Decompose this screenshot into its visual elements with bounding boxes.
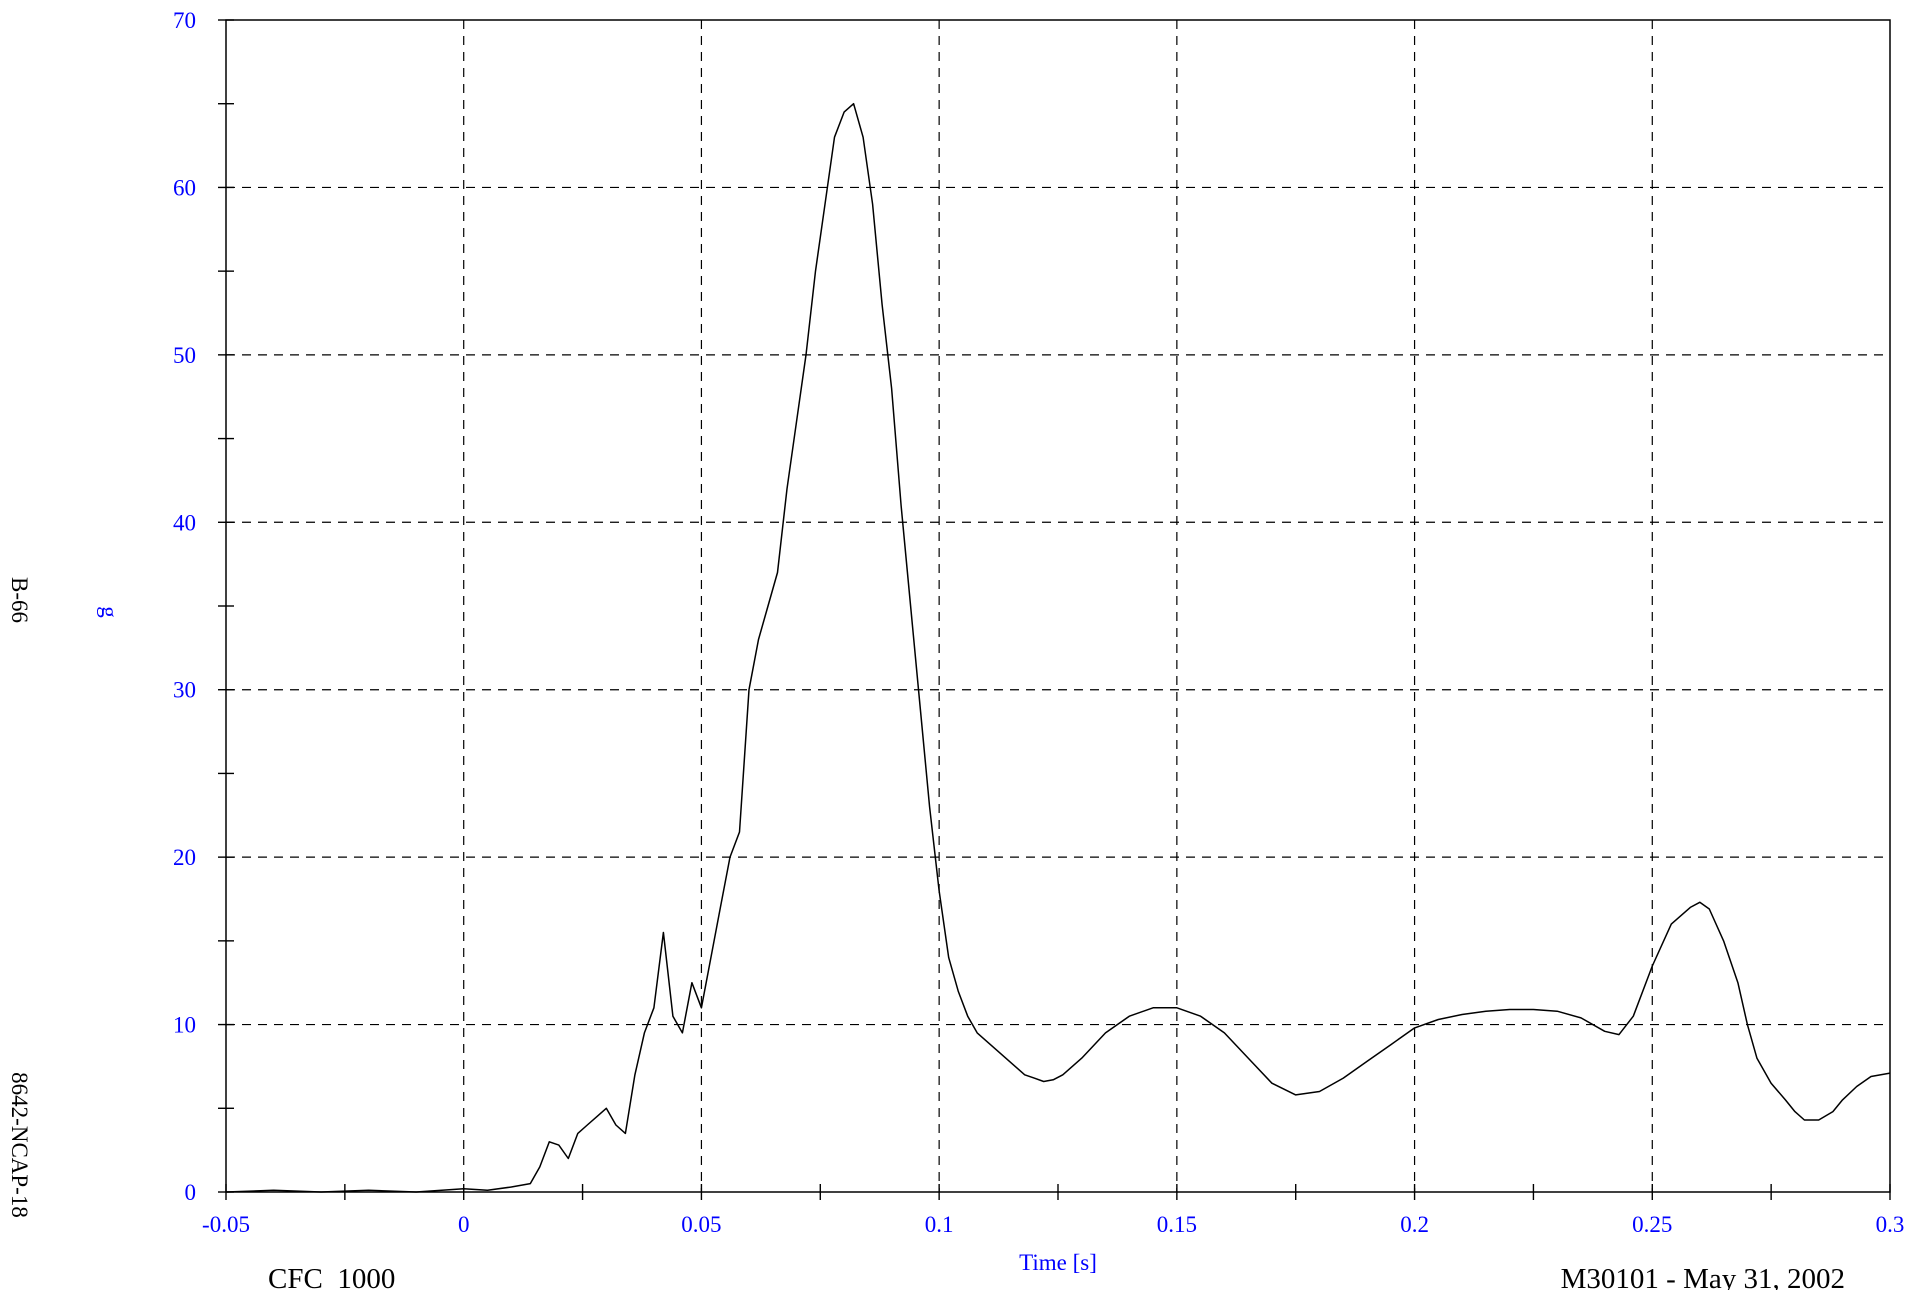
axis-ticks xyxy=(218,19,1891,1200)
side-bottom-label: 8642-NCAP-18 xyxy=(7,1072,32,1218)
grid xyxy=(226,20,1890,1192)
y-tick-label: 40 xyxy=(173,510,196,535)
side-top-label: B-66 xyxy=(7,577,32,623)
y-tick-label: 20 xyxy=(173,845,196,870)
x-tick-label: 0.1 xyxy=(925,1212,954,1237)
series-line xyxy=(225,102,1891,1193)
x-tick-labels: -0.05 0 0.05 0.1 0.15 0.2 0.25 0.3 xyxy=(202,1212,1904,1237)
x-tick-label: 0.3 xyxy=(1876,1212,1905,1237)
series-group xyxy=(225,102,1891,1193)
footer-left-label: CFC_1000 xyxy=(268,1263,395,1290)
x-tick-label: -0.05 xyxy=(202,1212,250,1237)
y-tick-label: 10 xyxy=(173,1013,196,1038)
plot-frame xyxy=(225,19,1891,1193)
x-tick-label: 0 xyxy=(458,1212,470,1237)
y-tick-label: 70 xyxy=(173,8,196,33)
y-tick-label: 60 xyxy=(173,175,196,200)
x-tick-label: 0.25 xyxy=(1632,1212,1672,1237)
y-tick-label: 30 xyxy=(173,678,196,703)
y-tick-label: 0 xyxy=(185,1180,197,1205)
y-tick-label: 50 xyxy=(173,343,196,368)
y-tick-labels: 0 10 20 30 40 50 60 70 xyxy=(173,8,196,1205)
x-tick-label: 0.2 xyxy=(1400,1212,1429,1237)
x-axis-title: Time [s] xyxy=(1019,1250,1097,1275)
y-axis-title: g xyxy=(97,606,122,618)
footer-right-label: M30101 - May 31, 2002 xyxy=(1561,1263,1845,1290)
x-tick-label: 0.15 xyxy=(1157,1212,1197,1237)
x-tick-label: 0.05 xyxy=(681,1212,721,1237)
